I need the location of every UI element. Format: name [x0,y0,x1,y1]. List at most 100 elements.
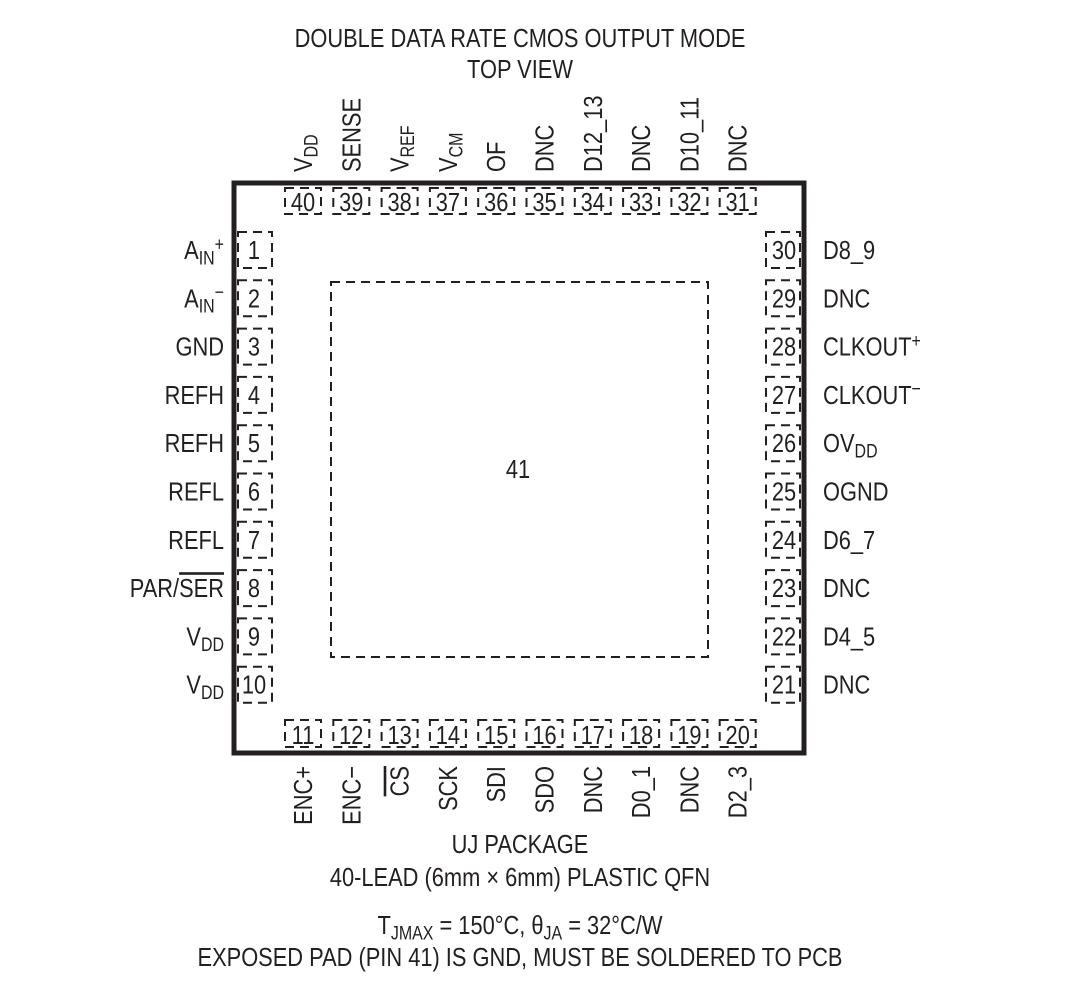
label-segment: SDI [482,766,511,802]
pin-pad [284,719,322,748]
pin-24: 24 D6_7 [765,520,875,559]
pin-number: 36 [484,188,508,217]
pin-number: 21 [772,671,796,700]
pin-label: SCK [434,766,463,811]
package-outline [231,180,807,756]
pin-number: 13 [387,721,411,750]
pin-label: PAR/SER [130,574,224,603]
pin-pad [237,617,273,656]
pin-number: 22 [772,623,796,652]
pin-label: VDD [186,671,224,704]
label-segment: A [184,236,199,265]
pin-pad [718,719,757,748]
label-segment: D6_7 [823,526,875,555]
pin-number: 9 [248,623,260,652]
pin-34: 34 D12_13 [573,96,612,217]
pin-pad [765,231,801,269]
label-segment: SENSE [338,98,367,172]
pin-number: 31 [726,188,750,217]
pin-7: 7 REFL [168,520,273,559]
pin-number: 6 [248,478,260,507]
pin-label: SDI [482,766,511,802]
pin-pad [765,472,801,511]
pin-27: 27 CLKOUT− [765,375,921,414]
pin-19: 19 DNC [670,719,709,813]
label-segment: = 32°C/W [562,911,663,940]
label-segment: V [434,157,463,172]
pin-number: 33 [629,188,653,217]
pin-number: 11 [292,721,315,750]
pin-13: 13 CS [380,719,419,796]
pin-label: GND [175,333,224,362]
pin-9: 9 VDD [186,617,273,656]
label-segment: OV [823,429,855,458]
pin-number: 26 [772,429,796,458]
label-segment: A [184,285,199,314]
diagram-title: DOUBLE DATA RATE CMOS OUTPUT MODE [295,24,746,53]
pin-22: 22 D4_5 [765,617,875,656]
pin-number: 34 [581,188,605,217]
package-name: UJ PACKAGE [452,830,589,859]
pin-pad [525,187,564,215]
pin-number: 19 [677,721,701,750]
diagram-subtitle: TOP VIEW [467,55,573,84]
label-segment: D0_1 [627,766,656,818]
label-segment: DNC [724,125,753,172]
pin-pad [622,719,661,748]
pin-pad [765,327,801,366]
pin-pad [380,719,419,748]
pin-label: AIN− [184,282,224,317]
pin-pad [525,719,564,748]
pin-label: AIN+ [184,234,224,269]
pin-label: DNC [676,766,705,813]
pin-number: 38 [387,188,411,217]
pin-label: DNC [579,766,608,813]
label-segment: ENC+ [289,766,318,825]
pin-pad [765,279,801,318]
pin-pad [765,424,801,463]
pin-label: REFH [165,381,224,410]
label-segment: DNC [676,766,705,813]
package-description: 40-LEAD (6mm × 6mm) PLASTIC QFN [330,863,710,892]
pin-pad [765,520,801,559]
pin-number: 29 [772,285,796,314]
pin-30: 30 D8_9 [765,231,875,269]
pin-pad [284,187,322,215]
pin-label: D12_13 [579,96,608,172]
pin-32: 32 D10_11 [670,97,709,217]
pin-label: CLKOUT+ [823,330,921,362]
pin-label: DNC [627,125,656,172]
pin-17: 17 DNC [573,719,612,813]
pin-3: 3 GND [175,327,273,366]
pin-pad [332,187,371,215]
pin-38: 38 VREF [380,126,419,217]
pin-number: 30 [772,236,796,265]
label-segment: OF [482,142,511,172]
label-segment: D2_3 [724,766,753,818]
label-segment: V [386,157,415,172]
pin-21: 21 DNC [765,665,870,704]
pin-label: OF [482,142,511,172]
pin-number: 18 [629,721,653,750]
label-segment: REFL [168,478,224,507]
label-segment: IN [199,295,215,317]
pin-4: 4 REFH [165,375,273,414]
pin-29: 29 DNC [765,279,870,318]
pin-pad [622,187,661,215]
label-segment: = 150°C, θ [433,911,543,940]
pin-pad [237,472,273,511]
pin-pad [765,617,801,656]
pin-label: VREF [386,126,419,172]
pin-number: 25 [772,478,796,507]
pin-label: SDO [531,766,560,813]
pin-pad [332,719,371,748]
exposed-pad [330,281,709,658]
pin-40: 40 VDD [284,134,322,217]
label-segment: DNC [579,766,608,813]
pin-number: 24 [772,526,796,555]
pin-number: 12 [339,721,363,750]
pin-pad [237,424,273,463]
pin-2: 2 AIN− [184,279,273,318]
exposed-pad-number: 41 [506,455,530,484]
